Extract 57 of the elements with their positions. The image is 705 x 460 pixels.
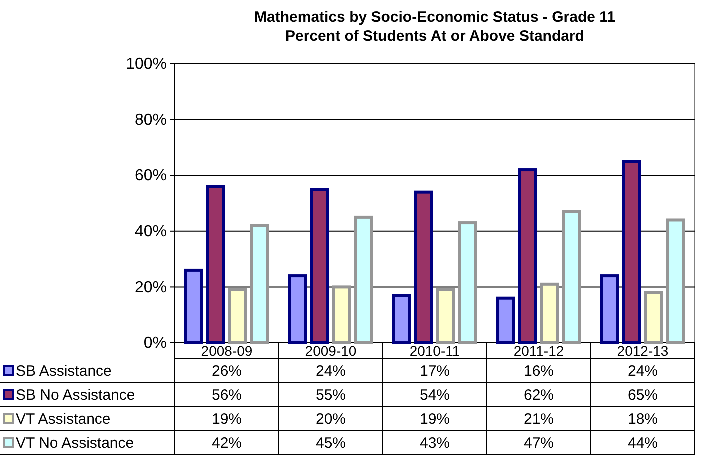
bar <box>184 268 204 344</box>
legend-label: VT No Assistance <box>16 435 134 452</box>
bar <box>458 222 478 344</box>
x-tick-label: 2012-13 <box>617 343 669 359</box>
chart-title: Mathematics by Socio-Economic Status - Grade 11 <box>254 9 616 26</box>
y-tick-label: 40% <box>134 224 167 241</box>
bar <box>562 210 582 344</box>
bar <box>644 291 664 344</box>
bar <box>518 168 538 344</box>
y-tick-label: 80% <box>134 112 167 129</box>
bar <box>496 296 516 344</box>
bar <box>310 188 330 344</box>
data-label: 65% <box>628 387 658 404</box>
x-tick-label: 2011-12 <box>514 343 564 359</box>
bar <box>622 160 642 344</box>
data-label: 47% <box>524 435 554 452</box>
bar <box>332 286 352 344</box>
y-tick-label: 20% <box>134 279 167 296</box>
bar <box>600 274 620 344</box>
data-label: 45% <box>316 435 346 452</box>
bar <box>354 216 374 344</box>
bar <box>540 282 560 344</box>
data-label: 42% <box>212 435 242 452</box>
y-tick-label: 60% <box>134 168 167 185</box>
bar <box>288 274 308 344</box>
data-label: 62% <box>524 387 554 404</box>
data-label: 24% <box>628 363 658 380</box>
y-tick-label: 0% <box>144 335 167 352</box>
x-tick-label: 2008-09 <box>201 343 253 359</box>
bar <box>250 224 270 344</box>
y-tick-label: 100% <box>126 56 167 74</box>
data-label: 19% <box>212 411 242 428</box>
chart-subtitle: Percent of Students At or Above Standard <box>286 28 584 45</box>
data-label: 19% <box>420 411 450 428</box>
legend-label: SB Assistance <box>16 363 112 380</box>
bar <box>666 218 686 344</box>
legend-label: VT Assistance <box>16 411 111 428</box>
data-label: 56% <box>212 387 242 404</box>
data-label: 54% <box>420 387 450 404</box>
bar <box>206 185 226 344</box>
bar <box>228 288 248 344</box>
data-label: 17% <box>420 363 450 380</box>
data-label: 55% <box>316 387 346 404</box>
bar <box>414 190 434 344</box>
data-label: 44% <box>628 435 658 452</box>
data-label: 43% <box>420 435 450 452</box>
bar <box>392 294 412 344</box>
x-tick-label: 2010-11 <box>410 343 460 359</box>
data-label: 18% <box>628 411 658 428</box>
data-label: 16% <box>524 363 554 380</box>
data-label: 24% <box>316 363 346 380</box>
data-label: 26% <box>212 363 242 380</box>
legend-label: SB No Assistance <box>16 387 136 404</box>
data-label: 21% <box>524 411 554 428</box>
bar <box>436 288 456 344</box>
data-label: 20% <box>316 411 346 428</box>
x-tick-label: 2009-10 <box>305 343 357 359</box>
